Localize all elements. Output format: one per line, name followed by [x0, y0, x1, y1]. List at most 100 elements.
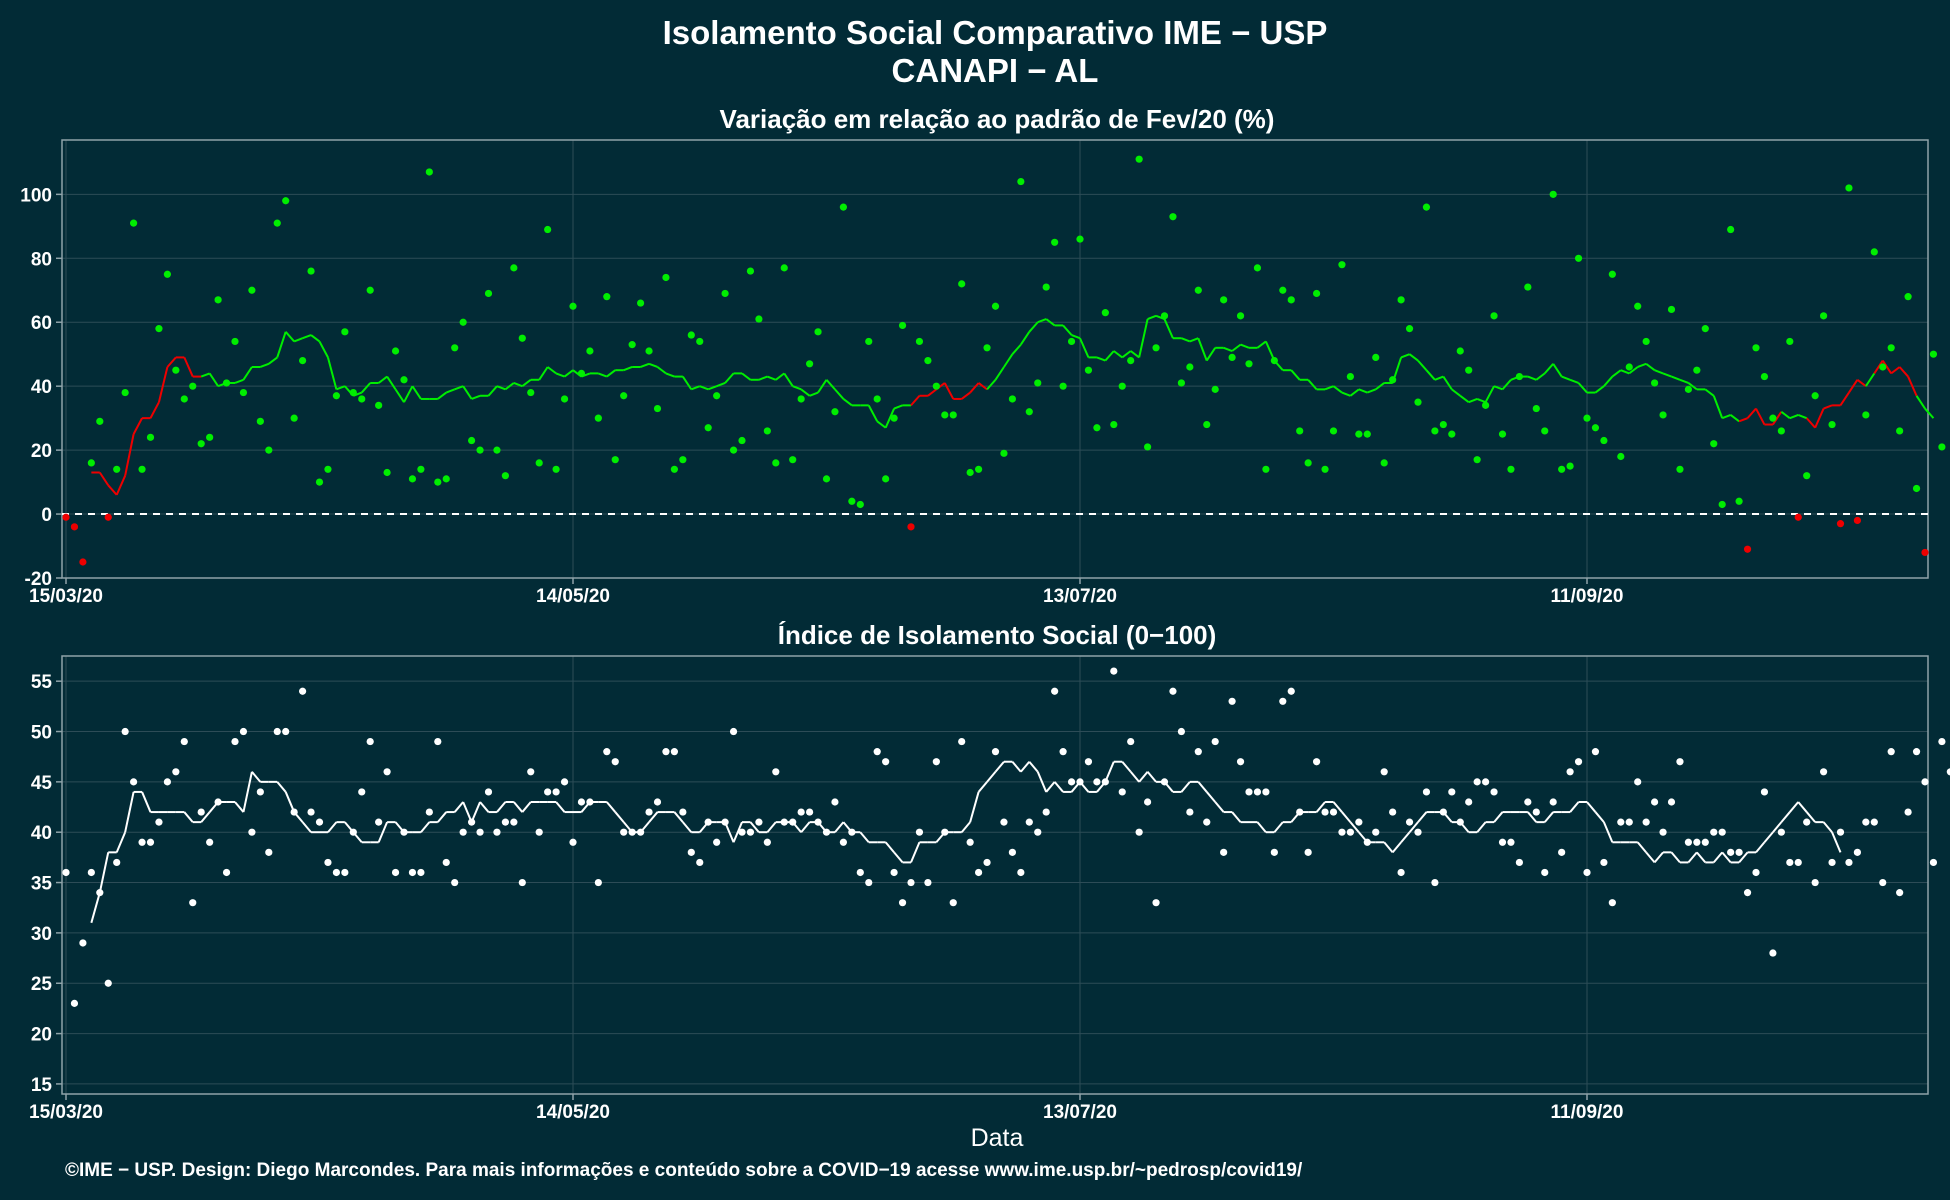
data-point: [1220, 848, 1228, 856]
moving-average-segment: [1484, 385, 1495, 403]
moving-average-segment: [1915, 395, 1926, 410]
x-tick-label: 15/03/20: [29, 586, 103, 607]
data-point: [1008, 395, 1017, 403]
moving-average-segment: [859, 831, 870, 843]
data-point: [1144, 798, 1152, 806]
data-point: [1186, 363, 1194, 371]
data-point: [1118, 382, 1126, 390]
data-point: [248, 286, 256, 294]
data-point: [383, 468, 391, 477]
data-point: [1558, 848, 1566, 856]
moving-average-segment: [1620, 369, 1630, 375]
moving-average-segment: [1671, 375, 1681, 381]
moving-average-segment: [1205, 347, 1217, 362]
data-point: [383, 768, 391, 776]
moving-average-segment: [1594, 811, 1605, 823]
moving-average-segment: [90, 892, 101, 924]
data-point: [1465, 798, 1473, 806]
moving-average-segment: [1341, 391, 1351, 397]
data-point: [1076, 778, 1084, 786]
data-point: [1220, 296, 1228, 304]
data-point: [932, 758, 940, 766]
moving-average-segment: [1231, 343, 1242, 352]
moving-average-segment: [606, 801, 617, 813]
moving-average-segment: [986, 771, 997, 783]
moving-average-segment: [1256, 821, 1267, 833]
data-point: [324, 465, 332, 473]
moving-average-segment: [1712, 395, 1724, 419]
data-point: [1743, 545, 1752, 553]
data-point: [907, 878, 915, 887]
data-point: [1296, 427, 1304, 435]
moving-average-segment: [1569, 801, 1580, 813]
moving-average-segment: [724, 821, 735, 843]
moving-average-segment: [1755, 841, 1766, 853]
data-point: [1862, 411, 1870, 419]
data-point: [569, 302, 577, 310]
data-point: [831, 798, 839, 806]
data-point: [358, 788, 366, 796]
data-point: [856, 868, 864, 877]
moving-average-segment: [707, 385, 718, 391]
moving-average-segment: [513, 801, 524, 813]
moving-average-segment: [1789, 801, 1800, 813]
data-point: [1600, 858, 1608, 867]
moving-average-segment: [766, 375, 777, 381]
moving-average-segment: [1662, 372, 1672, 378]
moving-average-segment: [1181, 337, 1191, 343]
y-tick-label: 15: [31, 1075, 53, 1096]
data-point: [1236, 758, 1245, 766]
data-point: [231, 337, 239, 346]
data-point: [113, 858, 121, 867]
moving-average-segment: [614, 811, 625, 823]
data-point: [239, 727, 248, 736]
data-point: [1253, 788, 1262, 796]
moving-average-segment: [876, 420, 887, 429]
data-point: [1490, 312, 1498, 320]
data-point: [1296, 808, 1304, 816]
moving-average-segment: [1417, 359, 1428, 371]
moving-average-segment: [1653, 851, 1664, 864]
data-point: [898, 899, 907, 907]
moving-average-segment: [360, 382, 371, 394]
moving-average-segment: [1890, 366, 1901, 375]
data-point: [1346, 828, 1354, 836]
moving-average-segment: [1772, 821, 1783, 833]
data-point: [290, 414, 298, 422]
data-point: [789, 456, 797, 464]
moving-average-segment: [115, 831, 127, 853]
moving-average-segment: [623, 366, 633, 372]
data-point: [1896, 427, 1904, 435]
moving-average-segment: [1451, 388, 1461, 397]
data-point: [1541, 868, 1549, 877]
data-point: [400, 376, 408, 384]
data-point: [1177, 727, 1185, 736]
moving-average-segment: [969, 791, 980, 823]
data-point: [1684, 385, 1692, 393]
moving-average-segment: [1721, 851, 1732, 864]
data-point: [1110, 420, 1118, 429]
data-point: [729, 727, 738, 736]
moving-average-segment: [1873, 360, 1884, 374]
data-point: [1574, 254, 1583, 262]
moving-average-segment: [893, 404, 903, 410]
data-point: [1279, 697, 1287, 705]
moving-average-segment: [157, 366, 169, 403]
data-point: [1634, 302, 1642, 310]
data-point: [645, 808, 653, 816]
data-point: [1803, 472, 1811, 480]
y-tick-label: 45: [31, 773, 53, 794]
data-point: [1135, 828, 1143, 836]
data-point: [1067, 778, 1076, 786]
moving-average-segment: [1332, 801, 1343, 813]
data-point: [1431, 427, 1439, 435]
data-point: [1313, 758, 1321, 766]
data-point: [772, 459, 780, 467]
moving-average-segment: [462, 801, 473, 823]
data-point: [256, 788, 264, 796]
moving-average-segment: [183, 356, 194, 377]
data-point: [882, 758, 890, 766]
moving-average-segment: [293, 337, 303, 343]
moving-average-segment: [673, 811, 684, 823]
moving-average-segment: [1730, 414, 1740, 423]
